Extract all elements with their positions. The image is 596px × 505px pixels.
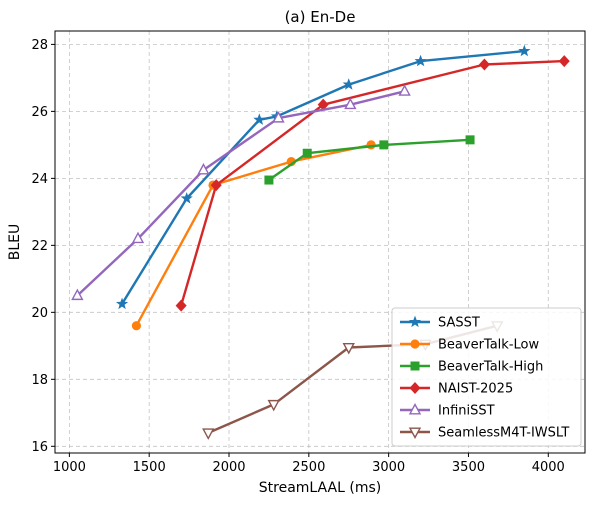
data-point <box>344 97 357 110</box>
legend-item: NAIST-2025 <box>400 382 513 397</box>
series-line <box>267 138 472 182</box>
data-point <box>131 321 142 331</box>
legend-marker <box>409 382 421 394</box>
legend-marker <box>410 361 420 371</box>
x-tick-label: 3000 <box>372 460 405 475</box>
x-tick-label: 2500 <box>292 460 325 475</box>
data-point <box>465 135 475 145</box>
data-point <box>518 44 531 57</box>
data-point <box>302 148 312 158</box>
legend-item: BeaverTalk-Low <box>400 338 539 353</box>
data-point <box>558 55 570 68</box>
legend-label: SeamlessM4T-IWSLT <box>438 426 569 441</box>
legend-marker <box>408 315 422 328</box>
data-point <box>116 297 129 310</box>
series-beavertalk-low <box>131 140 376 331</box>
series-sasst <box>116 44 531 310</box>
data-point <box>264 175 274 185</box>
data-point <box>272 111 285 123</box>
legend-label: NAIST-2025 <box>438 382 513 397</box>
data-point <box>197 163 210 175</box>
data-point <box>379 140 389 150</box>
series-line <box>179 59 566 307</box>
y-tick-label: 22 <box>31 239 48 254</box>
x-tick-label: 4000 <box>532 460 565 475</box>
series-beavertalk-high <box>264 135 475 185</box>
data-point <box>398 84 411 96</box>
x-tick-label: 1500 <box>133 460 166 475</box>
data-point <box>210 179 222 192</box>
ticks: 1000 1500 2000 2500 3000 3500 4000 16 18 20 22 24 26… <box>31 38 564 475</box>
legend-label: BeaverTalk-High <box>438 360 543 375</box>
series-infinisst <box>71 84 411 301</box>
chart-title: (a) En-De <box>285 8 356 26</box>
data-point <box>342 78 355 90</box>
legend-item: BeaverTalk-High <box>400 360 543 375</box>
data-point <box>175 299 187 312</box>
data-point <box>267 399 280 412</box>
data-point <box>253 113 266 125</box>
legend-marker <box>408 427 422 439</box>
y-tick-label: 20 <box>31 306 48 321</box>
y-tick-label: 26 <box>31 105 48 120</box>
series-naist-2025 <box>175 55 570 312</box>
y-axis-label: BLEU <box>7 224 23 261</box>
legend-marker <box>410 339 420 349</box>
legend-marker <box>408 403 422 415</box>
data-point <box>478 58 490 71</box>
legend-label: BeaverTalk-Low <box>438 338 539 353</box>
data-point <box>71 288 84 301</box>
y-tick-label: 28 <box>31 38 48 53</box>
series-layer <box>71 44 570 440</box>
legend-item: SASST <box>400 316 480 331</box>
legend-label: InfiniSST <box>438 404 495 419</box>
y-tick-label: 18 <box>31 373 48 388</box>
series-line <box>120 49 526 306</box>
series-line <box>76 90 406 297</box>
series-line <box>135 143 373 327</box>
x-tick-label: 2000 <box>212 460 245 475</box>
data-point <box>342 343 355 355</box>
legend: SASST BeaverTalk-Low BeaverTalk-High NAIST-… <box>391 307 582 447</box>
y-tick-label: 24 <box>31 172 48 187</box>
data-point <box>317 98 329 111</box>
x-axis-label: StreamLAAL (ms) <box>259 480 381 496</box>
legend-label: SASST <box>438 316 480 331</box>
y-tick-label: 16 <box>31 440 48 455</box>
data-point <box>414 54 427 67</box>
legend-box <box>391 307 582 447</box>
legend-item: SeamlessM4T-IWSLT <box>400 426 569 441</box>
legend-item: InfiniSST <box>400 403 495 419</box>
data-point <box>202 428 215 440</box>
x-tick-label: 1000 <box>53 460 86 475</box>
plot-frame <box>54 30 586 454</box>
data-point <box>180 192 193 204</box>
data-point <box>131 231 145 244</box>
x-tick-label: 3500 <box>452 460 485 475</box>
